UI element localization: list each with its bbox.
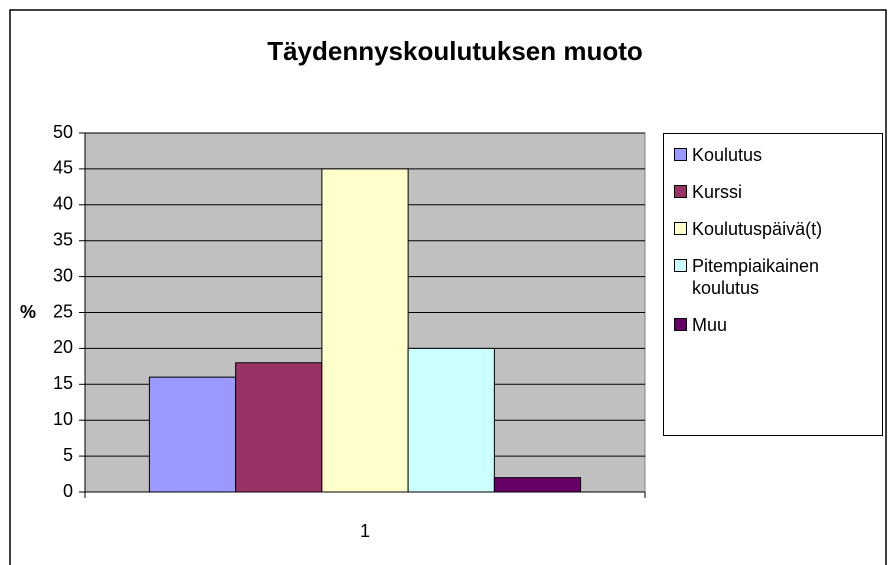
legend-swatch (674, 185, 687, 198)
legend-item: Koulutuspäivä(t) (674, 218, 882, 240)
legend: Koulutus Kurssi Koulutuspäivä(t) Pitempiaik… (663, 133, 883, 436)
legend-swatch (674, 148, 687, 161)
legend-item: Kurssi (674, 181, 882, 203)
legend-swatch (674, 259, 687, 272)
bar (493, 477, 582, 493)
bar (148, 376, 237, 493)
legend-swatch (674, 318, 687, 331)
bar (407, 347, 495, 493)
legend-item: Muu (674, 314, 882, 336)
y-tick-label: 5 (63, 445, 73, 465)
y-tick-label: 45 (53, 158, 73, 178)
legend-item: Pitempiaikainen koulutus (674, 255, 882, 299)
legend-label: Kurssi (692, 182, 743, 202)
y-tick-label: 50 (53, 122, 73, 142)
y-tick-label: 30 (53, 265, 73, 285)
legend-swatch (674, 222, 687, 235)
bar (235, 362, 323, 493)
y-tick-label: 10 (53, 409, 73, 429)
y-tick-label: 0 (63, 481, 73, 501)
y-axis-label: % (20, 302, 36, 322)
chart-title: Täydennyskoulutuksen muoto (267, 36, 643, 66)
legend-label: Muu (692, 315, 728, 335)
legend-label: Koulutuspäivä(t) (692, 219, 823, 239)
legend-item: Koulutus (674, 144, 882, 166)
y-tick-label: 35 (53, 229, 73, 249)
y-tick-label: 15 (53, 373, 73, 393)
bar (321, 168, 409, 493)
legend-label: Koulutus (692, 145, 763, 165)
y-tick-label: 20 (53, 337, 73, 357)
legend-label: Pitempiaikainen koulutus (692, 256, 820, 298)
y-tick-label: 25 (53, 301, 73, 321)
x-tick-label: 1 (360, 521, 370, 541)
y-tick-label: 40 (53, 194, 73, 214)
